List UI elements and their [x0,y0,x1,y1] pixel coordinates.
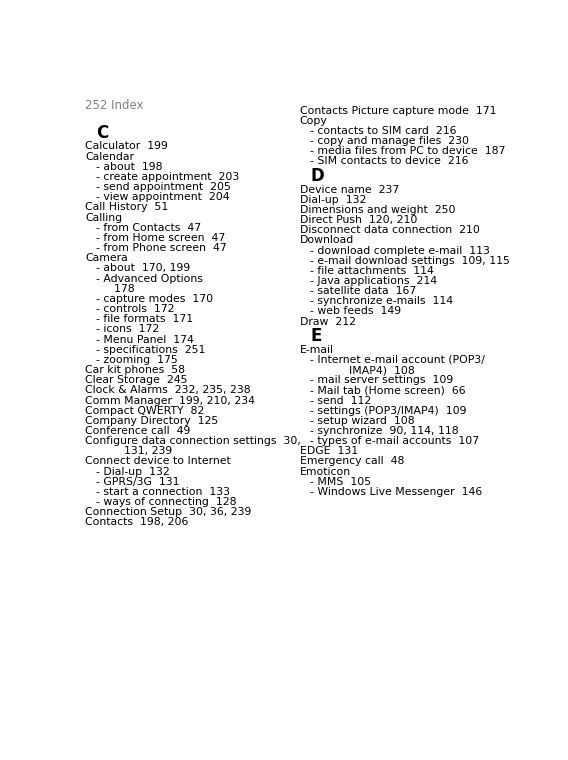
Text: - from Home screen  47: - from Home screen 47 [96,233,225,243]
Text: 178: 178 [107,283,134,293]
Text: Comm Manager  199, 210, 234: Comm Manager 199, 210, 234 [85,395,255,406]
Text: E: E [311,327,322,345]
Text: - start a connection  133: - start a connection 133 [96,487,230,497]
Text: - satellite data  167: - satellite data 167 [311,287,417,296]
Text: - zooming  175: - zooming 175 [96,355,178,365]
Text: Connection Setup  30, 36, 239: Connection Setup 30, 36, 239 [85,508,251,518]
Text: Device name  237: Device name 237 [300,185,399,195]
Text: Conference call  49: Conference call 49 [85,426,190,436]
Text: Calendar: Calendar [85,151,134,162]
Text: - Advanced Options: - Advanced Options [96,274,203,283]
Text: Direct Push  120, 210: Direct Push 120, 210 [300,215,417,225]
Text: Car kit phones  58: Car kit phones 58 [85,365,185,375]
Text: - send appointment  205: - send appointment 205 [96,182,231,192]
Text: - from Contacts  47: - from Contacts 47 [96,223,201,233]
Text: Compact QWERTY  82: Compact QWERTY 82 [85,406,204,416]
Text: Configure data connection settings  30,: Configure data connection settings 30, [85,436,301,446]
Text: Call History  51: Call History 51 [85,202,168,212]
Text: - synchronize  90, 114, 118: - synchronize 90, 114, 118 [311,426,459,436]
Text: - setup wizard  108: - setup wizard 108 [311,416,415,426]
Text: Connect device to Internet: Connect device to Internet [85,457,231,467]
Text: - synchronize e-mails  114: - synchronize e-mails 114 [311,296,454,306]
Text: - e-mail download settings  109, 115: - e-mail download settings 109, 115 [311,255,511,266]
Text: - Menu Panel  174: - Menu Panel 174 [96,334,194,344]
Text: - specifications  251: - specifications 251 [96,345,205,355]
Text: Company Directory  125: Company Directory 125 [85,416,218,426]
Text: Contacts Picture capture mode  171: Contacts Picture capture mode 171 [300,106,496,116]
Text: Emergency call  48: Emergency call 48 [300,457,404,467]
Text: - Java applications  214: - Java applications 214 [311,276,437,286]
Text: - controls  172: - controls 172 [96,304,174,314]
Text: Dial-up  132: Dial-up 132 [300,195,366,204]
Text: - file formats  171: - file formats 171 [96,314,193,325]
Text: - icons  172: - icons 172 [96,325,159,334]
Text: - Windows Live Messenger  146: - Windows Live Messenger 146 [311,487,483,497]
Text: - SIM contacts to device  216: - SIM contacts to device 216 [311,157,469,166]
Text: Copy: Copy [300,116,327,126]
Text: - send  112: - send 112 [311,395,371,406]
Text: IMAP4)  108: IMAP4) 108 [321,365,415,375]
Text: Contacts  198, 206: Contacts 198, 206 [85,518,189,527]
Text: - about  198: - about 198 [96,162,162,172]
Text: EDGE  131: EDGE 131 [300,446,358,456]
Text: - view appointment  204: - view appointment 204 [96,192,229,202]
Text: 131, 239: 131, 239 [96,446,172,456]
Text: - GPRS/3G  131: - GPRS/3G 131 [96,477,179,487]
Text: Draw  212: Draw 212 [300,317,356,327]
Text: - file attachments  114: - file attachments 114 [311,266,435,276]
Text: E-mail: E-mail [300,345,333,355]
Text: - mail server settings  109: - mail server settings 109 [311,375,454,385]
Text: - web feeds  149: - web feeds 149 [311,306,402,316]
Text: - copy and manage files  230: - copy and manage files 230 [311,136,470,146]
Text: - types of e-mail accounts  107: - types of e-mail accounts 107 [311,436,479,446]
Text: Disconnect data connection  210: Disconnect data connection 210 [300,225,479,235]
Text: - from Phone screen  47: - from Phone screen 47 [96,243,227,253]
Text: Camera: Camera [85,253,128,263]
Text: - capture modes  170: - capture modes 170 [96,294,213,304]
Text: - Dial-up  132: - Dial-up 132 [96,467,170,477]
Text: - settings (POP3/IMAP4)  109: - settings (POP3/IMAP4) 109 [311,406,467,416]
Text: - ways of connecting  128: - ways of connecting 128 [96,497,236,507]
Text: Download: Download [300,236,354,245]
Text: Calculator  199: Calculator 199 [85,141,168,151]
Text: - contacts to SIM card  216: - contacts to SIM card 216 [311,126,457,136]
Text: D: D [311,166,324,185]
Text: Dimensions and weight  250: Dimensions and weight 250 [300,205,455,215]
Text: - download complete e-mail  113: - download complete e-mail 113 [311,245,490,255]
Text: - MMS  105: - MMS 105 [311,477,371,487]
Text: - media files from PC to device  187: - media files from PC to device 187 [311,147,506,157]
Text: Emoticon: Emoticon [300,467,351,477]
Text: 252 Index: 252 Index [85,99,144,112]
Text: Calling: Calling [85,213,122,223]
Text: Clear Storage  245: Clear Storage 245 [85,375,187,385]
Text: - Mail tab (Home screen)  66: - Mail tab (Home screen) 66 [311,385,466,395]
Text: C: C [96,124,108,141]
Text: - Internet e-mail account (POP3/: - Internet e-mail account (POP3/ [311,355,485,365]
Text: Clock & Alarms  232, 235, 238: Clock & Alarms 232, 235, 238 [85,385,250,395]
Text: - create appointment  203: - create appointment 203 [96,172,239,182]
Text: - about  170, 199: - about 170, 199 [96,264,190,274]
